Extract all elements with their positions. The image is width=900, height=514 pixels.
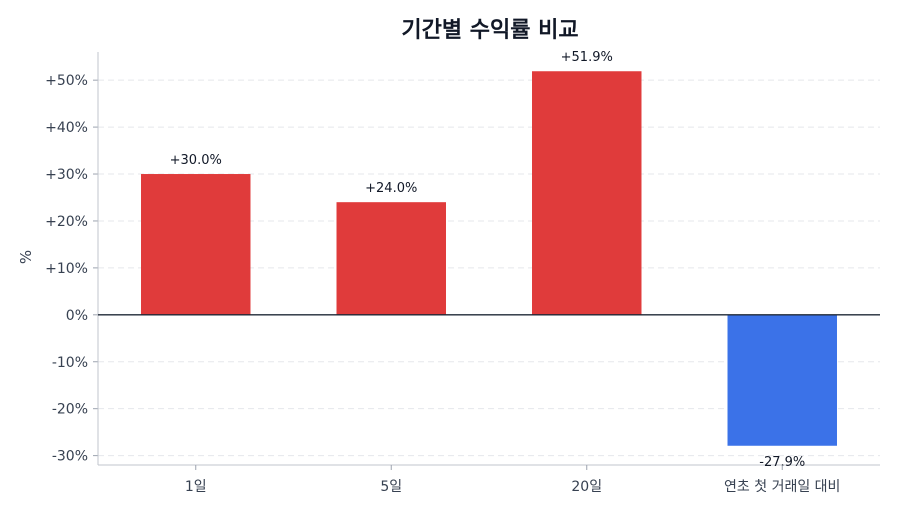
data-label: -27.9% — [759, 455, 805, 470]
y-tick-label: -30% — [52, 449, 88, 465]
y-tick-label: +20% — [45, 214, 88, 230]
y-tick-label: +30% — [45, 167, 88, 183]
y-tick-label: +50% — [45, 73, 88, 89]
y-tick-label: +10% — [45, 261, 88, 277]
y-tick-label: -10% — [52, 355, 88, 371]
x-tick-label: 연초 첫 거래일 대비 — [724, 479, 840, 495]
data-label: +24.0% — [365, 181, 417, 196]
y-tick-label: -20% — [52, 402, 88, 418]
x-tick-label: 20일 — [571, 479, 602, 495]
bar — [336, 202, 446, 315]
y-tick-label: 0% — [66, 308, 88, 324]
bar — [727, 314, 837, 446]
chart-title: 기간별 수익률 비교 — [401, 18, 579, 43]
data-label: +51.9% — [561, 50, 613, 65]
bar — [532, 71, 642, 315]
y-tick-label: +40% — [45, 120, 88, 136]
data-label: +30.0% — [170, 153, 222, 168]
x-tick-label: 1일 — [185, 479, 207, 495]
x-tick-label: 5일 — [380, 479, 402, 495]
bar — [141, 174, 251, 315]
